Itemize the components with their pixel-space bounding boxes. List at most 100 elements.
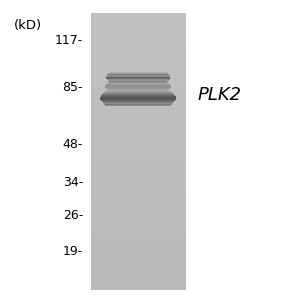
Bar [110,82,166,83]
Bar [91,165,186,169]
Bar [101,96,176,97]
Bar [91,76,186,80]
Bar [91,203,186,207]
Bar [109,81,167,82]
Bar [91,238,186,242]
Text: 19-: 19- [63,244,83,258]
Bar [91,231,186,235]
Bar [91,131,186,135]
Bar [91,248,186,252]
Bar [91,86,186,90]
Bar [91,148,186,152]
Bar [106,88,170,89]
Bar [91,120,186,124]
Bar [109,73,168,74]
Text: 26-: 26- [63,209,83,222]
Bar [91,262,186,266]
Bar [107,74,169,75]
Bar [91,141,186,145]
Bar [101,95,175,96]
Bar [91,79,186,83]
Bar [91,110,186,114]
Bar [91,245,186,249]
Bar [91,100,186,104]
Bar [91,241,186,245]
Bar [105,85,171,86]
Bar [105,91,171,92]
Bar [110,82,167,83]
Bar [91,24,186,28]
Bar [106,78,170,79]
Bar [108,82,168,83]
Text: 85-: 85- [63,81,83,94]
Bar [107,79,170,80]
Bar [91,169,186,173]
Bar [91,255,186,259]
Bar [91,62,186,66]
Bar [91,34,186,38]
Bar [91,214,186,218]
Text: PLK2: PLK2 [198,86,242,104]
Bar [91,279,186,284]
Bar [91,252,186,256]
Bar [91,27,186,31]
Bar [108,90,168,91]
Bar [107,75,170,76]
Bar [106,76,170,77]
Bar [91,186,186,190]
Bar [106,77,170,78]
Bar [91,58,186,62]
Bar [91,13,186,17]
Bar [110,72,167,73]
Text: 48-: 48- [63,138,83,151]
Bar [91,117,186,121]
Text: 117-: 117- [55,34,83,46]
Bar [91,200,186,204]
Bar [91,269,186,273]
Bar [91,103,186,107]
Bar [91,266,186,270]
Bar [91,17,186,21]
Bar [104,103,172,104]
Bar [91,72,186,76]
Bar [91,96,186,100]
Bar [91,65,186,69]
Bar [91,51,186,55]
Bar [105,104,171,105]
Bar [91,127,186,131]
Bar [91,93,186,97]
Bar [100,99,176,100]
Bar [106,84,170,85]
Bar [91,82,186,86]
Bar [105,85,171,86]
Bar [105,105,171,106]
Bar [91,55,186,59]
Bar [91,286,186,290]
Bar [91,20,186,24]
Bar [91,207,186,211]
Bar [91,106,186,111]
Bar [103,93,173,94]
Bar [91,31,186,34]
Text: (kD): (kD) [14,19,42,32]
Bar [102,101,174,102]
Bar [91,69,186,73]
Bar [91,162,186,166]
Bar [106,105,170,106]
Bar [91,124,186,128]
Bar [91,220,186,225]
Bar [91,227,186,232]
Bar [91,89,186,93]
Bar [91,134,186,138]
Bar [108,80,169,81]
Bar [106,76,170,77]
Bar [91,259,186,262]
Bar [109,81,168,82]
Bar [103,102,173,103]
Bar [91,276,186,280]
Bar [102,102,174,103]
Bar [105,87,171,88]
Bar [91,190,186,194]
Bar [91,179,186,183]
Bar [104,92,172,93]
